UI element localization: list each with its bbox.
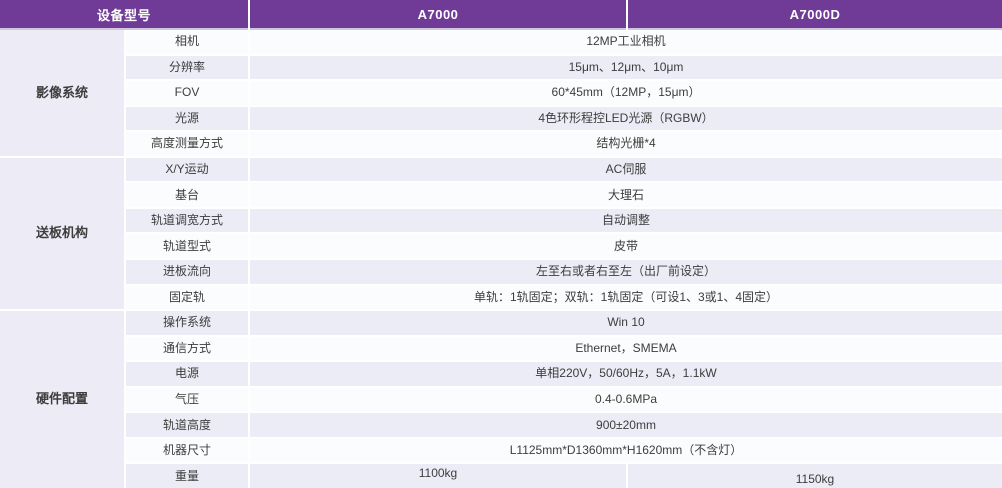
spec-row-label: FOV	[126, 81, 248, 105]
spec-value-merged: 自动调整	[250, 208, 1002, 233]
header-cell-model-a7000: A7000	[250, 0, 626, 30]
spec-value-merged: 12MP工业相机	[250, 30, 1002, 54]
spec-value-merged: 大理石	[250, 183, 1002, 207]
spec-value-merged: 单轨：1轨固定；双轨：1轨固定（可设1、3或1、4固定）	[250, 285, 1002, 310]
spec-row-label: 固定轨	[126, 285, 248, 310]
spec-row-label: 轨道调宽方式	[126, 208, 248, 233]
spec-row-label: 高度测量方式	[126, 132, 248, 156]
spec-row-label: 分辨率	[126, 55, 248, 80]
spec-row-label: 轨道型式	[126, 234, 248, 258]
group-cell-2: 送板机构	[0, 157, 124, 310]
spec-row-label: 轨道高度	[126, 413, 248, 437]
spec-value-merged: 皮带	[250, 234, 1002, 258]
spec-value-merged: 4色环形程控LED光源（RGBW）	[250, 106, 1002, 131]
spec-row-label: 操作系统	[126, 311, 248, 335]
table-header-row: 设备型号 A7000 A7000D	[0, 0, 1002, 30]
spec-value-merged: 单相220V，50/60Hz，5A，1.1kW	[250, 362, 1002, 386]
spec-row-label: 基台	[126, 183, 248, 207]
spec-row-label: 机器尺寸	[126, 438, 248, 463]
spec-value-merged: 15μm、12μm、10μm	[250, 55, 1002, 80]
header-cell-model-a7000d: A7000D	[628, 0, 1002, 30]
spec-row-label: 气压	[126, 387, 248, 412]
spec-row-label: 电源	[126, 362, 248, 386]
spec-row-label: 相机	[126, 30, 248, 54]
group-cell-3: 硬件配置	[0, 311, 124, 488]
spec-value-merged: Ethernet，SMEMA	[250, 336, 1002, 361]
spec-value-a7000d: 1150kg	[628, 464, 1002, 488]
spec-value-merged: 结构光栅*4	[250, 132, 1002, 156]
spec-row-label: 通信方式	[126, 336, 248, 361]
spec-value-merged: L1125mm*D1360mm*H1620mm（不含灯）	[250, 438, 1002, 463]
spec-row-label: 光源	[126, 106, 248, 131]
spec-value-merged: 左至右或者右至左（出厂前设定）	[250, 259, 1002, 284]
header-cell-model-label: 设备型号	[0, 0, 248, 30]
spec-value-a7000: 1100kg	[250, 464, 626, 488]
spec-value-merged: AC伺服	[250, 157, 1002, 182]
spec-value-merged: Win 10	[250, 311, 1002, 335]
spec-value-merged: 0.4-0.6MPa	[250, 387, 1002, 412]
spec-value-merged: 60*45mm（12MP，15μm）	[250, 81, 1002, 105]
table-body: 影像系统 相机 12MP工业相机 分辨率 15μm、12μm、10μm FOV 60*45m…	[0, 30, 1002, 488]
spec-row-label: X/Y运动	[126, 157, 248, 182]
spec-row-label: 进板流向	[126, 259, 248, 284]
spec-value-merged: 900±20mm	[250, 413, 1002, 437]
spec-row-label: 重量	[126, 464, 248, 488]
group-cell-1: 影像系统	[0, 30, 124, 156]
